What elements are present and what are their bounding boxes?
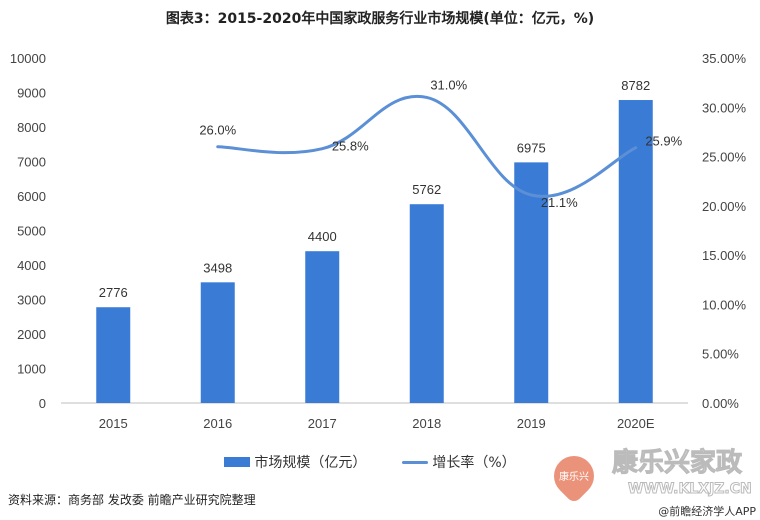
line-value-label: 26.0% — [199, 123, 236, 138]
right-axis-tick-label: 20.00% — [702, 199, 747, 214]
bar-value-label: 8782 — [621, 78, 650, 93]
right-axis-tick-label: 35.00% — [702, 51, 747, 66]
x-axis-tick-label: 2017 — [308, 416, 337, 431]
bar — [409, 204, 444, 403]
left-axis-tick-label: 9000 — [17, 86, 46, 101]
left-axis-tick-label: 2000 — [17, 327, 46, 342]
left-axis-tick-label: 1000 — [17, 362, 46, 377]
right-axis-tick-label: 30.00% — [702, 100, 747, 115]
chart-title: 图表3：2015-2020年中国家政服务行业市场规模(单位：亿元，%) — [165, 11, 595, 27]
line-value-label: 25.9% — [645, 134, 682, 149]
x-axis-tick-label: 2016 — [203, 416, 232, 431]
legend-line-swatch — [402, 460, 429, 464]
x-axis-tick-label: 2020E — [617, 416, 655, 431]
legend-bar-swatch — [224, 457, 251, 467]
right-axis-tick-label: 15.00% — [702, 248, 747, 263]
right-axis-tick-label: 0.00% — [702, 396, 739, 411]
line-value-label: 21.1% — [541, 195, 578, 210]
line-value-label: 25.8% — [332, 139, 369, 154]
bar — [514, 162, 549, 403]
watermark-logo: 康乐兴 康乐兴家政 WWW.KLXJZ.CN — [520, 446, 756, 505]
legend-item-bar[interactable]: 市场规模（亿元） — [224, 452, 366, 472]
left-axis-tick-label: 4000 — [17, 258, 46, 273]
legend-item-line[interactable]: 增长率（%） — [402, 452, 516, 472]
watermark-heart-text: 康乐兴 — [559, 472, 589, 483]
growth-rate-line — [216, 94, 638, 198]
watermark-url: WWW.KLXJZ.CN — [628, 481, 753, 498]
bar-value-label: 2776 — [99, 285, 128, 300]
left-axis-tick-label: 0 — [39, 396, 46, 411]
left-axis-tick-label: 6000 — [17, 189, 46, 204]
bar — [618, 100, 653, 404]
bar — [200, 282, 235, 403]
left-axis-tick-label: 7000 — [17, 155, 46, 170]
left-axis-tick-label: 3000 — [17, 293, 46, 308]
bar-value-label: 3498 — [203, 260, 232, 275]
bar-value-label: 5762 — [412, 182, 441, 197]
legend: 市场规模（亿元） 增长率（%） — [0, 452, 740, 472]
bar-value-label: 4400 — [308, 229, 337, 244]
watermark-brand: 康乐兴家政 — [611, 448, 743, 479]
line-value-label: 31.0% — [430, 77, 467, 92]
right-axis-tick-label: 10.00% — [702, 297, 747, 312]
credit: @前瞻经济学人APP — [658, 505, 756, 518]
x-axis-tick-label: 2018 — [412, 416, 441, 431]
right-axis-tick-label: 5.00% — [702, 347, 739, 362]
chart-area: 0 1000 2000 3000 4000 5000 6000 7000 8000 9000 100… — [10, 51, 747, 431]
bar-value-label: 6975 — [517, 140, 546, 155]
right-axis-tick-label: 25.00% — [702, 150, 747, 165]
left-axis-tick-label: 8000 — [17, 120, 46, 135]
source-note: 资料来源：商务部 发改委 前瞻产业研究院整理 — [8, 493, 256, 507]
x-axis-tick-label: 2015 — [99, 416, 128, 431]
bar — [96, 307, 131, 403]
legend-label: 市场规模（亿元） — [254, 455, 367, 471]
left-axis-tick-label: 5000 — [17, 224, 46, 239]
left-axis-tick-label: 10000 — [10, 51, 46, 66]
legend-label: 增长率（%） — [432, 455, 516, 471]
x-axis-tick-label: 2019 — [517, 416, 546, 431]
bar — [305, 251, 340, 403]
